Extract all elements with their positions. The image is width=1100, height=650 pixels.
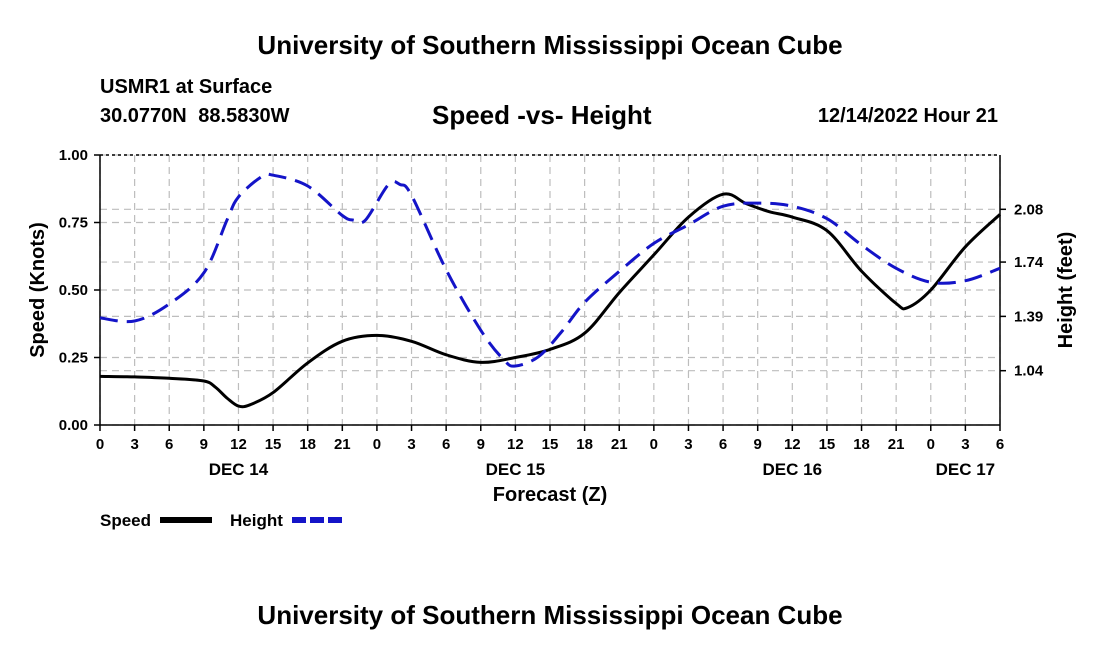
- x-date-label: DEC 16: [763, 460, 823, 479]
- x-axis-title: Forecast (Z): [493, 484, 607, 506]
- x-tick-label: 12: [784, 436, 801, 453]
- x-tick-label: 0: [373, 436, 381, 453]
- footer-title: University of Southern Mississippi Ocean…: [257, 600, 843, 630]
- x-tick-label: 18: [576, 436, 593, 453]
- x-tick-label: 21: [334, 436, 351, 453]
- y2-tick-label: 1.39: [1014, 308, 1043, 325]
- y-tick-label: 0.00: [59, 417, 88, 434]
- x-tick-label: 15: [819, 436, 836, 453]
- y2-tick-label: 2.08: [1014, 201, 1043, 218]
- x-tick-label: 21: [888, 436, 905, 453]
- x-tick-label: 18: [299, 436, 316, 453]
- series-line-height: [99, 172, 1001, 368]
- x-tick-label: 15: [542, 436, 559, 453]
- x-tick-label: 3: [684, 436, 692, 453]
- forecast-datetime: 12/14/2022 Hour 21: [817, 105, 998, 127]
- x-tick-label: 6: [442, 436, 450, 453]
- x-tick-label: 9: [754, 436, 762, 453]
- series-line-speed: [99, 192, 1002, 409]
- x-date-label: DEC 14: [209, 460, 269, 479]
- x-tick-label: 9: [477, 436, 485, 453]
- y-tick-label: 1.00: [59, 147, 88, 164]
- y-axis-title: Speed (Knots): [27, 222, 49, 358]
- x-tick-label: 3: [130, 436, 138, 453]
- x-tick-label: 15: [265, 436, 282, 453]
- legend-label-height: Height: [230, 511, 283, 530]
- x-tick-label: 3: [407, 436, 415, 453]
- y2-tick-label: 1.04: [1014, 363, 1044, 380]
- x-tick-label: 9: [200, 436, 208, 453]
- main-title: University of Southern Mississippi Ocean…: [257, 30, 843, 60]
- y2-tick-label: 1.74: [1014, 254, 1044, 271]
- chart-subtitle: Speed -vs- Height: [432, 100, 652, 130]
- y2-axis-title: Height (feet): [1055, 232, 1077, 349]
- x-tick-label: 6: [719, 436, 727, 453]
- legend-label-speed: Speed: [100, 511, 151, 530]
- x-tick-label: 3: [961, 436, 969, 453]
- station-coordinates: 30.0770N 88.5830W: [100, 105, 290, 127]
- station-label: USMR1 at Surface: [100, 76, 273, 98]
- x-tick-label: 6: [996, 436, 1004, 453]
- x-tick-label: 21: [611, 436, 628, 453]
- x-tick-label: 12: [507, 436, 524, 453]
- x-tick-label: 0: [927, 436, 935, 453]
- x-tick-label: 12: [230, 436, 247, 453]
- x-tick-label: 0: [96, 436, 104, 453]
- x-tick-label: 0: [650, 436, 658, 453]
- x-tick-label: 18: [853, 436, 870, 453]
- x-date-label: DEC 15: [486, 460, 546, 479]
- y-tick-label: 0.50: [59, 282, 88, 299]
- y-tick-label: 0.25: [59, 350, 88, 367]
- x-tick-label: 6: [165, 436, 173, 453]
- x-date-label: DEC 17: [936, 460, 996, 479]
- y-tick-label: 0.75: [59, 215, 88, 232]
